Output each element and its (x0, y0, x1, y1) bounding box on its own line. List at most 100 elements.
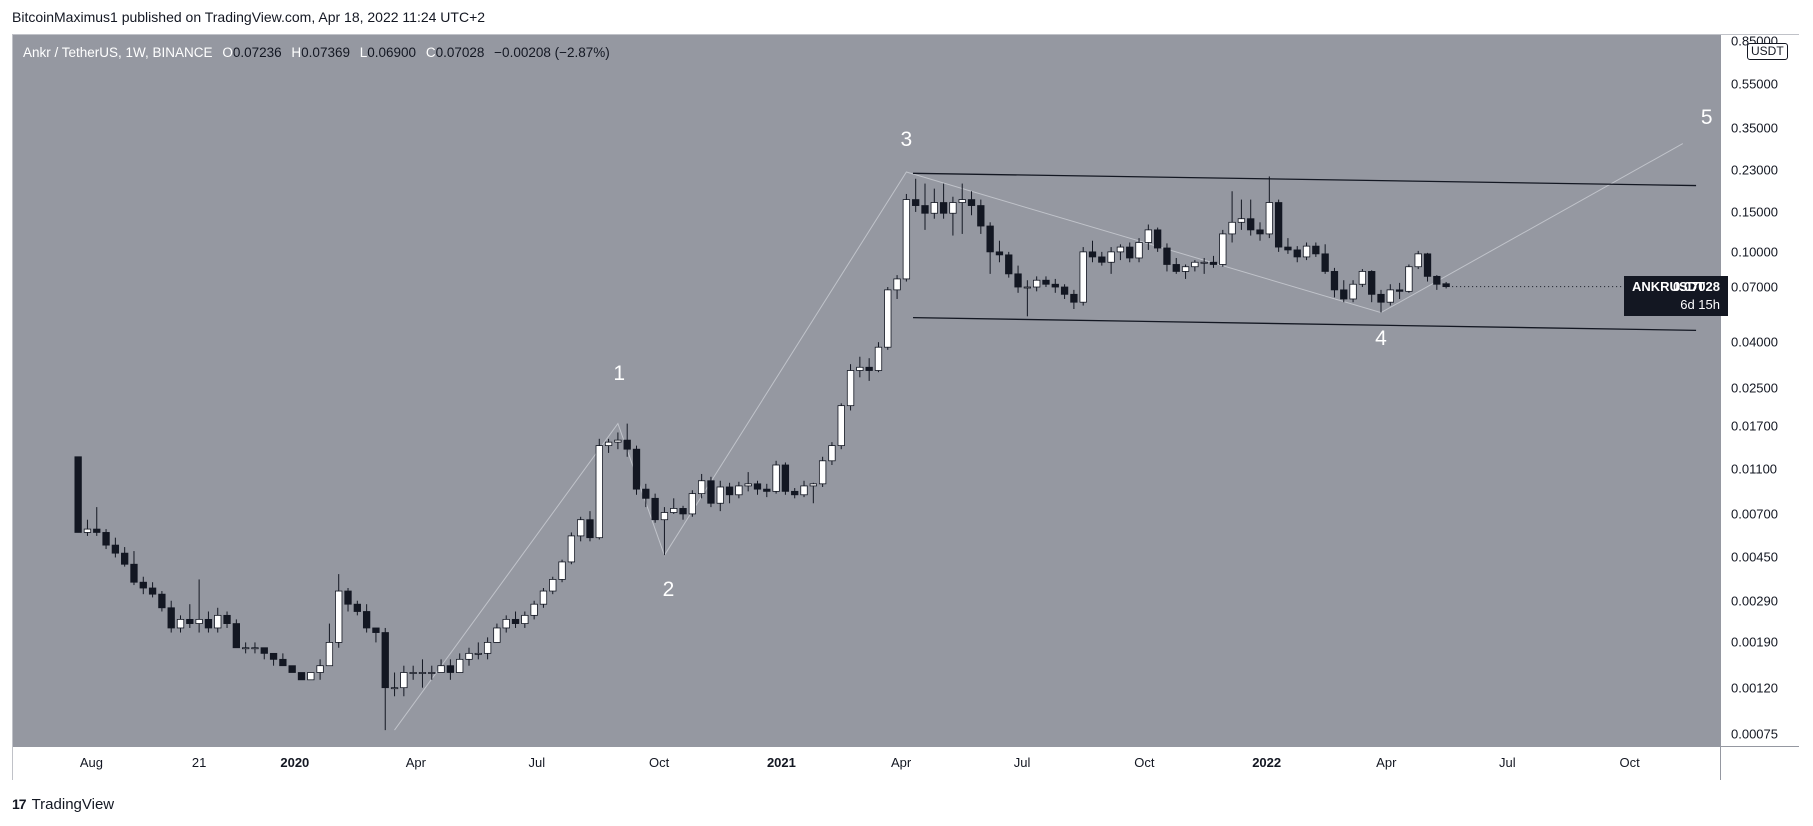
candle[interactable] (111, 537, 120, 558)
time-axis[interactable]: Aug 21 2020 Apr Jul Oct 2021 Apr Jul Oct 2022 Apr Ju… (13, 746, 1720, 780)
candle[interactable] (223, 611, 231, 628)
candle[interactable] (539, 588, 548, 608)
candle[interactable] (772, 460, 780, 494)
candle[interactable] (381, 627, 389, 731)
candlestick-plot[interactable] (13, 35, 1720, 746)
candle[interactable] (195, 579, 203, 633)
candle[interactable] (958, 183, 966, 234)
candle[interactable] (865, 358, 873, 381)
candle[interactable] (260, 647, 268, 660)
candle[interactable] (697, 473, 706, 499)
candle[interactable] (353, 600, 361, 616)
candle[interactable] (660, 507, 669, 556)
candle[interactable] (1126, 242, 1134, 263)
candle[interactable] (828, 442, 836, 465)
candle[interactable] (102, 529, 110, 550)
candle[interactable] (632, 445, 641, 495)
candle[interactable] (456, 653, 464, 673)
candle[interactable] (735, 481, 743, 499)
candle[interactable] (1070, 289, 1078, 310)
candle[interactable] (1181, 264, 1190, 279)
candle[interactable] (530, 600, 538, 620)
candle[interactable] (344, 588, 352, 612)
candle[interactable] (604, 438, 613, 453)
candle[interactable] (744, 472, 752, 492)
legend-symbol[interactable]: Ankr / TetherUS, 1W, BINANCE (23, 45, 213, 60)
candle[interactable] (279, 653, 287, 667)
candle[interactable] (1219, 229, 1227, 267)
candle[interactable] (372, 627, 380, 643)
candle[interactable] (1386, 284, 1394, 306)
candle[interactable] (1014, 265, 1022, 293)
candle[interactable] (707, 476, 715, 508)
candle[interactable] (409, 665, 417, 680)
candle[interactable] (176, 615, 185, 633)
candle[interactable] (269, 652, 278, 666)
candle[interactable] (288, 665, 296, 673)
candle[interactable] (986, 222, 994, 274)
candle[interactable] (1321, 244, 1329, 274)
candle[interactable] (1200, 257, 1208, 274)
candle[interactable] (614, 432, 622, 450)
candle[interactable] (214, 607, 222, 633)
candle[interactable] (1209, 255, 1218, 268)
candle[interactable] (465, 647, 473, 666)
candle[interactable] (939, 183, 948, 219)
candle[interactable] (437, 659, 445, 673)
candle[interactable] (1116, 244, 1125, 261)
candle[interactable] (483, 637, 492, 660)
candle[interactable] (1284, 238, 1292, 254)
candle[interactable] (930, 188, 938, 219)
candle[interactable] (446, 659, 455, 680)
candle[interactable] (139, 576, 147, 595)
candle[interactable] (577, 516, 585, 542)
candle[interactable] (558, 559, 566, 583)
candle[interactable] (1340, 280, 1348, 303)
candle[interactable] (567, 532, 576, 565)
candle[interactable] (1135, 238, 1143, 263)
candle[interactable] (1330, 267, 1339, 298)
candle[interactable] (549, 576, 557, 595)
candle[interactable] (83, 519, 92, 536)
candle[interactable] (642, 483, 650, 508)
candle[interactable] (1405, 264, 1413, 293)
candle[interactable] (1265, 176, 1273, 239)
candle[interactable] (651, 493, 659, 523)
candle[interactable] (884, 287, 892, 350)
candle[interactable] (251, 642, 259, 654)
candle[interactable] (679, 505, 687, 520)
candle[interactable] (781, 462, 790, 495)
candle[interactable] (791, 488, 799, 499)
candle[interactable] (502, 615, 510, 633)
candle[interactable] (186, 604, 194, 628)
candle[interactable] (1098, 251, 1106, 266)
candle[interactable] (297, 672, 306, 681)
price-axis[interactable]: 0.85000 0.55000 0.35000 0.23000 0.15000 0.100… (1720, 34, 1799, 746)
candle[interactable] (474, 642, 482, 660)
candle[interactable] (902, 193, 911, 282)
candle[interactable] (995, 240, 1004, 263)
candle[interactable] (1153, 227, 1162, 252)
candle[interactable] (93, 507, 101, 536)
candle[interactable] (325, 623, 334, 667)
candle[interactable] (242, 642, 250, 654)
candle[interactable] (493, 623, 501, 643)
candle[interactable] (1368, 270, 1376, 303)
candle[interactable] (595, 438, 603, 540)
candle[interactable] (1144, 224, 1152, 250)
candle[interactable] (1042, 276, 1050, 288)
candle[interactable] (763, 483, 771, 498)
candle[interactable] (1237, 199, 1246, 230)
candle[interactable] (1358, 269, 1367, 288)
candle[interactable] (1247, 199, 1255, 236)
candle[interactable] (74, 456, 82, 533)
candle[interactable] (428, 665, 436, 680)
candle[interactable] (753, 480, 762, 495)
candle[interactable] (846, 364, 855, 411)
candle[interactable] (874, 342, 883, 373)
candle[interactable] (511, 611, 520, 628)
candle[interactable] (921, 183, 929, 230)
candle[interactable] (1423, 252, 1432, 282)
tradingview-logo-icon[interactable]: 17 (12, 796, 27, 812)
candle[interactable] (1088, 240, 1097, 263)
